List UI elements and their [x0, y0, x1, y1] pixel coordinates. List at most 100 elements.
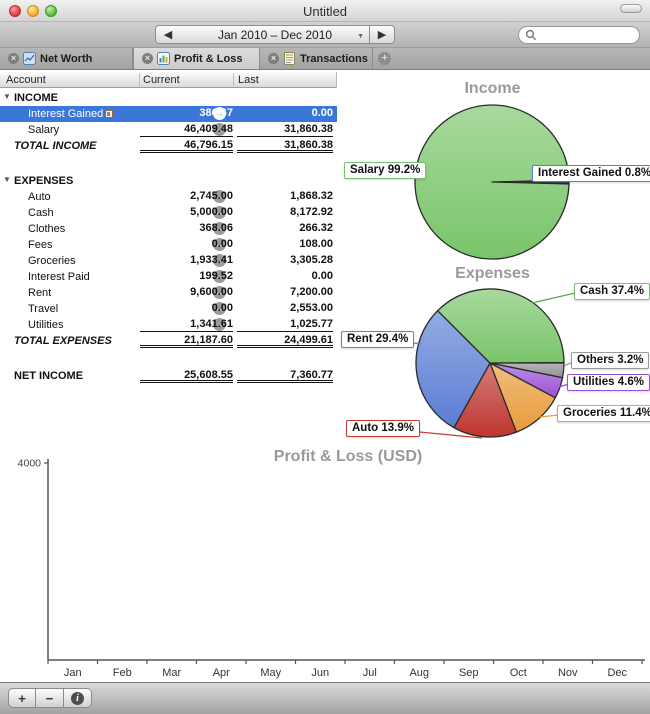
disclosure-triangle-icon[interactable]: ▼: [3, 175, 11, 184]
account-name: Rent: [28, 287, 52, 299]
close-window-icon[interactable]: [9, 5, 21, 17]
detail-arrow-icon[interactable]: →: [213, 238, 226, 251]
table-row-clothes[interactable]: Clothes → 368.06 266.32: [0, 221, 337, 237]
account-name: EXPENSES: [14, 175, 74, 187]
table-row-income[interactable]: ▼ INCOME: [0, 90, 337, 106]
last-value: 3,305.28: [290, 254, 333, 266]
last-value: 0.00: [311, 107, 333, 119]
month-label: Mar: [162, 667, 181, 679]
table-row-auto[interactable]: Auto → 2,745.00 1,868.32: [0, 189, 337, 205]
info-button[interactable]: i: [64, 688, 92, 708]
pie-slice-auto[interactable]: [453, 362, 518, 438]
table-row-utilities[interactable]: Utilities → 1,341.61 1,025.77: [0, 317, 337, 333]
note-badge-icon: [105, 110, 114, 118]
last-value: 266.32: [299, 222, 333, 234]
account-name: TOTAL INCOME: [14, 140, 97, 152]
minimize-window-icon[interactable]: [27, 5, 39, 17]
close-icon[interactable]: ×: [268, 53, 279, 64]
table-row-fees[interactable]: Fees → 0.00 108.00: [0, 237, 337, 253]
detail-arrow-icon[interactable]: →: [213, 302, 226, 315]
search-input[interactable]: [537, 28, 627, 42]
zoom-window-icon[interactable]: [45, 5, 57, 17]
current-value: 0.00: [211, 302, 233, 314]
last-value: 31,860.38: [237, 123, 333, 137]
date-range-label: Jan 2010 – Dec 2010: [217, 27, 333, 42]
table-row-travel[interactable]: Travel → 0.00 2,553.00: [0, 301, 337, 317]
table-row-total-expenses[interactable]: TOTAL EXPENSES 21,187.60 24,499.61: [0, 333, 337, 349]
detail-arrow-icon[interactable]: →: [213, 190, 226, 203]
last-value: 0.00: [311, 270, 333, 282]
current-value: 1,933.41: [190, 254, 233, 266]
transactions-ledger-icon: [284, 52, 295, 65]
bottom-bar: + − i: [0, 682, 650, 714]
add-tab-button[interactable]: +: [378, 52, 391, 65]
last-value: 24,499.61: [237, 334, 333, 348]
pie-label-salary[interactable]: Salary 99.2%: [344, 162, 427, 179]
account-name: Travel: [28, 303, 59, 315]
month-label: Jan: [64, 667, 82, 679]
current-value: 5,000.00: [190, 206, 233, 218]
previous-period-button[interactable]: ◀: [155, 25, 181, 44]
last-value: 108.00: [299, 238, 333, 250]
pie-label-rent[interactable]: Rent 29.4%: [341, 331, 415, 348]
table-row-interest-gained[interactable]: Interest Gained → 386.67 0.00: [0, 106, 337, 122]
current-value: 21,187.60: [140, 334, 233, 348]
search-field[interactable]: [518, 26, 640, 44]
last-value: 2,553.00: [290, 302, 333, 314]
table-row-cash[interactable]: Cash → 5,000.00 8,172.92: [0, 205, 337, 221]
account-name: Auto: [28, 191, 51, 203]
pie-label-cash[interactable]: Cash 37.4%: [574, 283, 650, 300]
column-header-last[interactable]: Last: [238, 74, 259, 86]
month-label: Nov: [558, 667, 578, 679]
pie-label-interest-gained[interactable]: Interest Gained 0.8%: [532, 165, 650, 182]
window-title: Untitled: [302, 4, 348, 19]
profit-loss-chart-icon: [157, 52, 170, 65]
table-row-rent[interactable]: Rent → 9,600.00 7,200.00: [0, 285, 337, 301]
column-header-account[interactable]: Account: [6, 74, 46, 86]
remove-row-button[interactable]: −: [36, 688, 64, 708]
table-row-total-income[interactable]: TOTAL INCOME 46,796.15 31,860.38: [0, 138, 337, 154]
toolbar-toggle-button[interactable]: [620, 4, 642, 13]
profit-loss-bar-chart: 40003000200010000-1000JanFebMarAprMayJun…: [18, 458, 645, 679]
pie-label-others[interactable]: Others 3.2%: [571, 352, 650, 369]
tab-bar: × Net Worth × Profit & Loss ×: [0, 48, 650, 70]
pie-slice-rent[interactable]: [415, 310, 491, 429]
close-icon[interactable]: ×: [8, 53, 19, 64]
tab-transactions[interactable]: × Transactions: [260, 48, 373, 69]
chevron-down-icon: ▼: [357, 33, 364, 40]
table-row-net-income[interactable]: NET INCOME 25,608.55 7,360.77: [0, 368, 337, 384]
detail-arrow-icon[interactable]: →: [213, 318, 226, 331]
pie-slice-cash[interactable]: [437, 288, 565, 364]
table-row-groceries[interactable]: Groceries → 1,933.41 3,305.28: [0, 253, 337, 269]
close-icon[interactable]: ×: [142, 53, 153, 64]
detail-arrow-icon[interactable]: →: [213, 254, 226, 267]
last-value: 1,868.32: [290, 190, 333, 202]
current-value: 25,608.55: [140, 369, 233, 383]
column-header-current[interactable]: Current: [143, 74, 180, 86]
pie-slice-salary[interactable]: [414, 104, 570, 260]
detail-arrow-icon[interactable]: →: [213, 222, 226, 235]
expenses-pie-chart: [406, 288, 576, 439]
next-period-button[interactable]: ▶: [369, 25, 395, 44]
pie-label-utilities[interactable]: Utilities 4.6%: [567, 374, 650, 391]
detail-arrow-icon[interactable]: →: [213, 123, 226, 136]
pie-label-auto[interactable]: Auto 13.9%: [346, 420, 420, 437]
account-name: NET INCOME: [14, 370, 84, 382]
table-row-salary[interactable]: Salary → 46,409.48 31,860.38: [0, 122, 337, 138]
info-icon: i: [71, 691, 84, 705]
table-row-interest-paid[interactable]: Interest Paid → 199.52 0.00: [0, 269, 337, 285]
detail-arrow-icon[interactable]: →: [213, 270, 226, 283]
table-header: Account Current Last: [0, 72, 337, 88]
table-row-expenses[interactable]: ▼ EXPENSES: [0, 173, 337, 189]
detail-arrow-icon[interactable]: →: [213, 107, 226, 120]
tab-profit-and-loss[interactable]: × Profit & Loss: [133, 48, 260, 69]
date-range-selector[interactable]: Jan 2010 – Dec 2010 ▼: [180, 25, 370, 44]
detail-arrow-icon[interactable]: →: [213, 286, 226, 299]
current-value: 1,341.61: [140, 318, 233, 332]
detail-arrow-icon[interactable]: →: [213, 206, 226, 219]
last-value: 7,200.00: [290, 286, 333, 298]
pie-label-groceries[interactable]: Groceries 11.4%: [557, 405, 650, 422]
disclosure-triangle-icon[interactable]: ▼: [3, 92, 11, 101]
add-row-button[interactable]: +: [8, 688, 36, 708]
tab-net-worth[interactable]: × Net Worth: [0, 48, 133, 69]
